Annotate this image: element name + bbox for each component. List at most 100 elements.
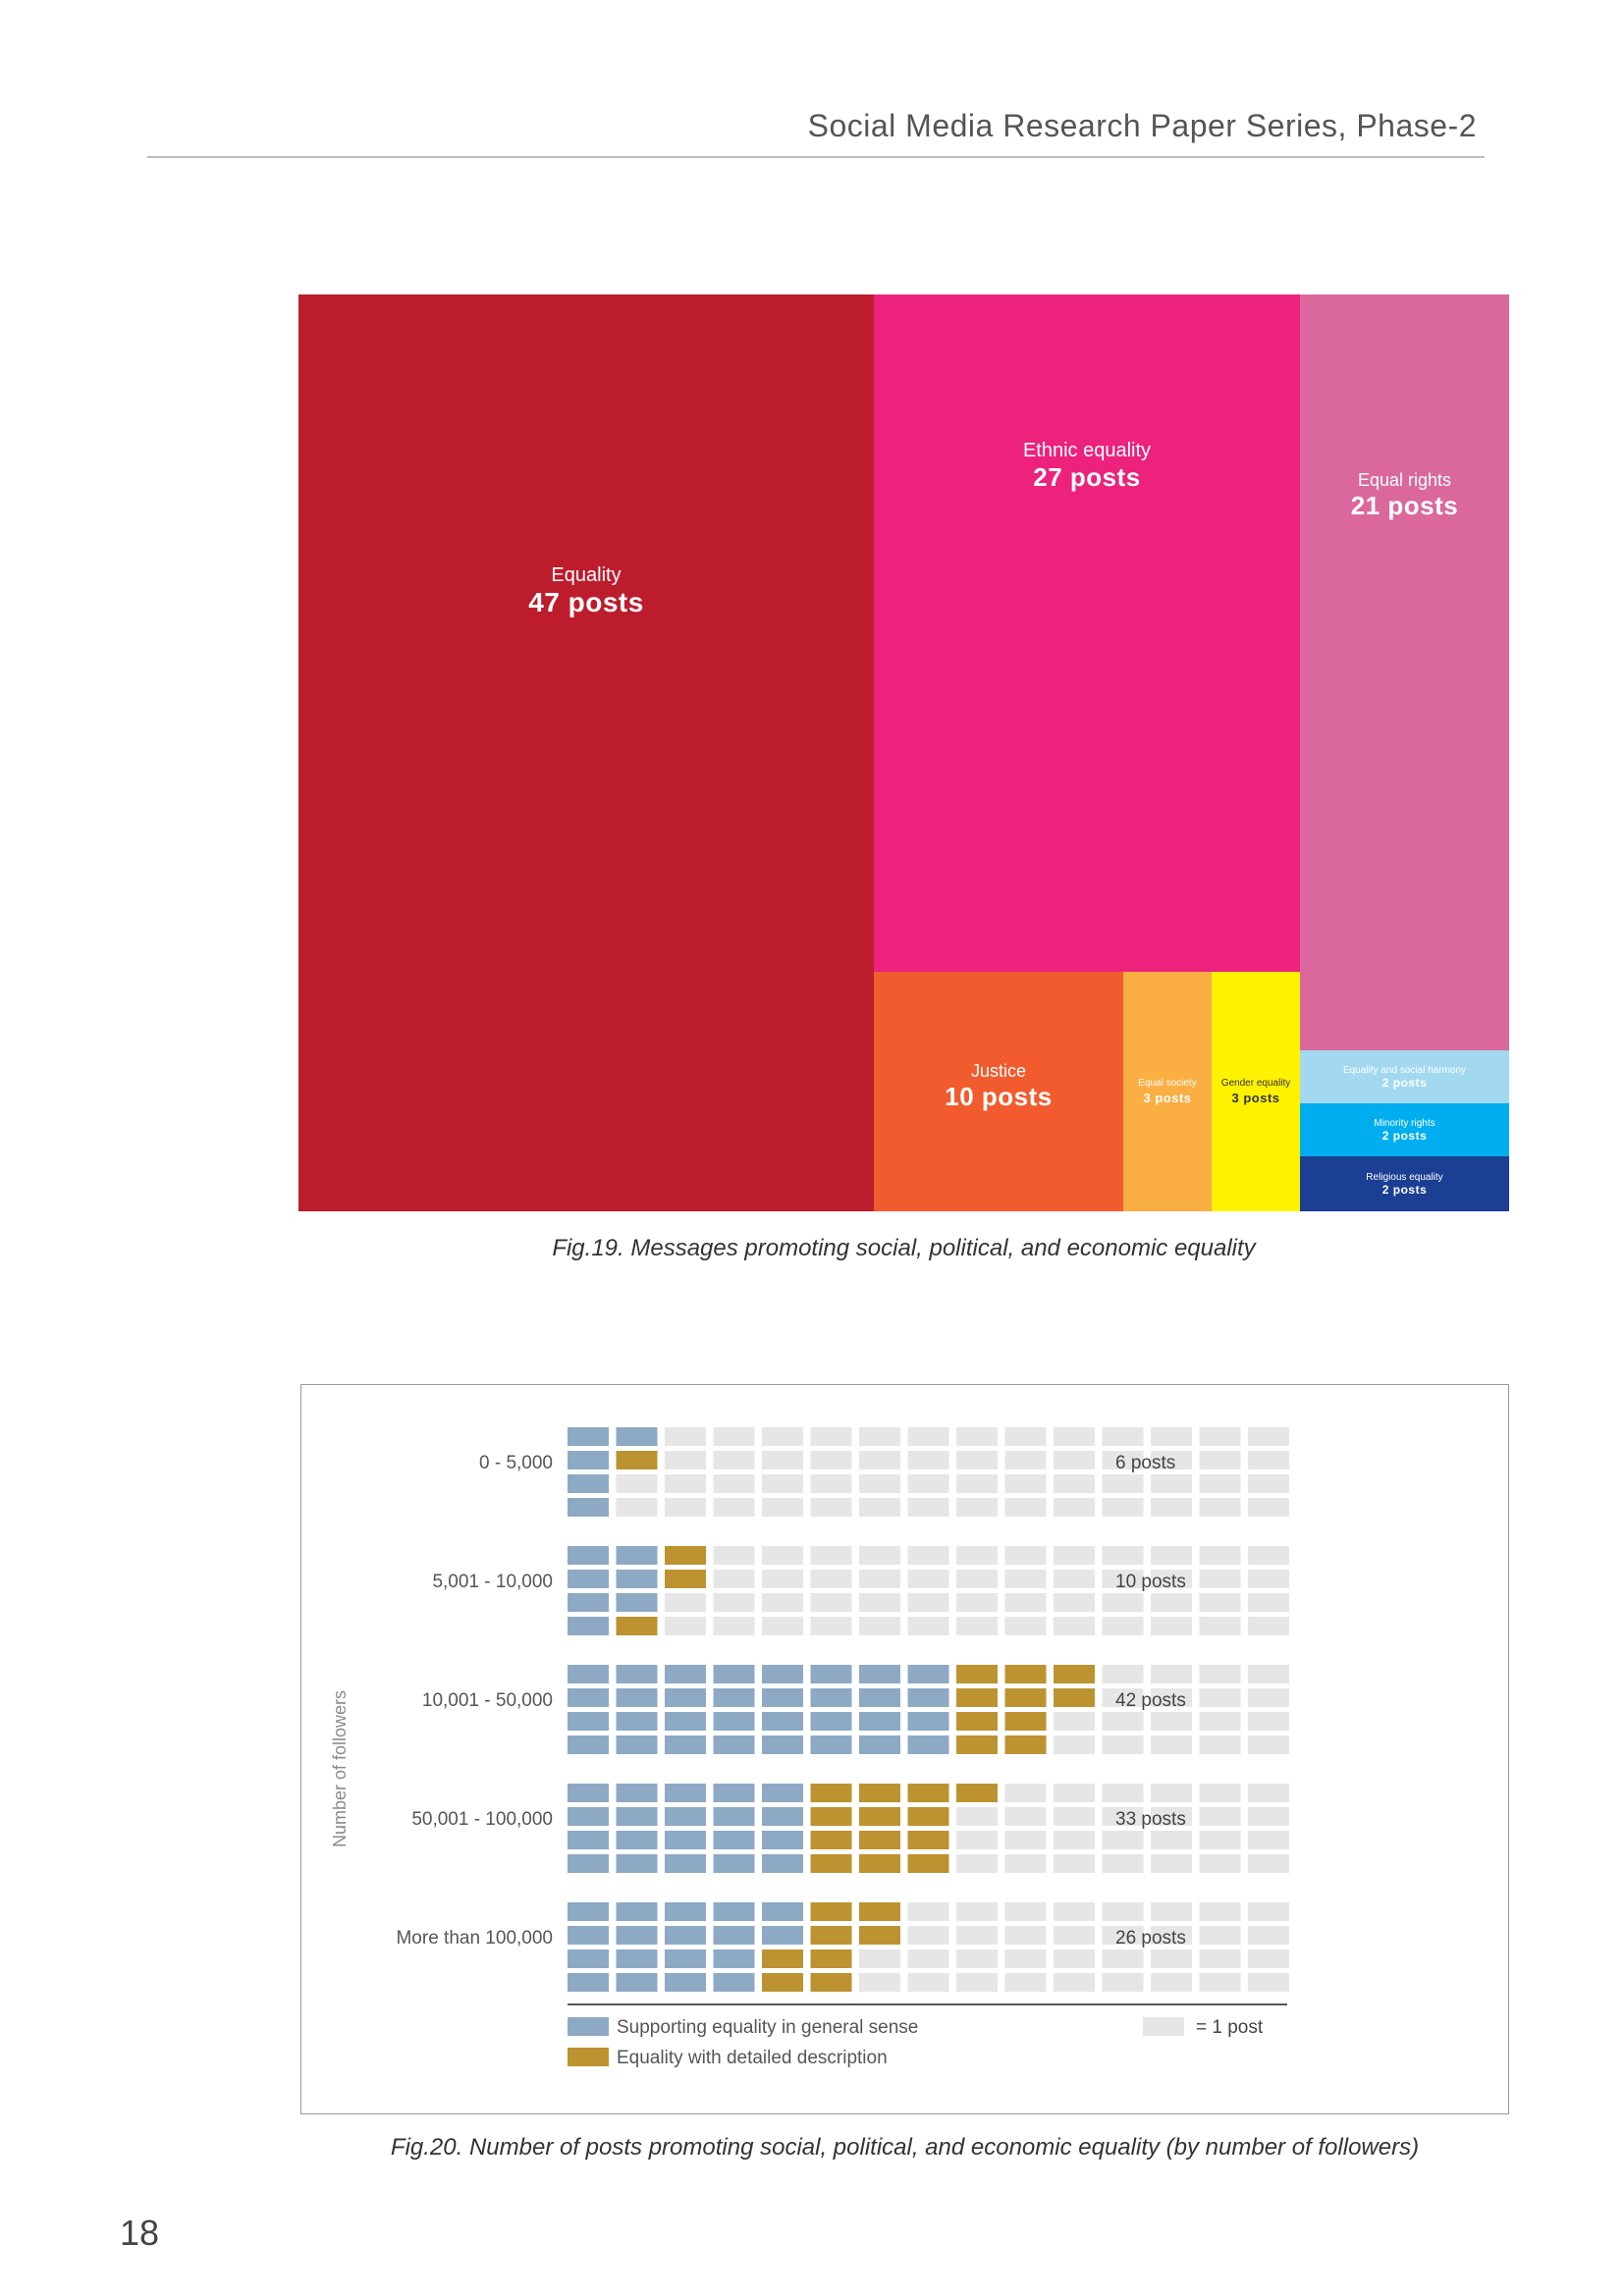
waffle-cell-empty <box>1199 1665 1241 1683</box>
waffle-cell-empty <box>859 1498 900 1517</box>
legend-unit-label: = 1 post <box>1196 2017 1264 2038</box>
waffle-cell-general <box>568 1665 609 1683</box>
waffle-cell-empty <box>1199 1474 1241 1493</box>
waffle-cell-empty <box>956 1807 998 1826</box>
legend-swatch-general <box>568 2017 609 2036</box>
waffle-cell-empty <box>1248 1688 1289 1707</box>
waffle-cell-empty <box>956 1570 998 1588</box>
waffle-cell-empty <box>1054 1735 1095 1754</box>
waffle-cell-empty <box>1054 1854 1095 1873</box>
treemap-cell-label: Minority rights <box>1374 1117 1435 1129</box>
waffle-cell-empty <box>907 1451 949 1469</box>
waffle-cell-general <box>713 1973 755 1992</box>
waffle-cell-empty <box>1102 1784 1144 1802</box>
waffle-cell-empty <box>1102 1546 1144 1565</box>
treemap-cell-religious-equality: Religious equality 2 posts <box>1300 1156 1509 1211</box>
treemap-cell-value: 10 posts <box>945 1082 1053 1111</box>
waffle-cell-general <box>859 1665 900 1683</box>
waffle-cell-empty <box>1248 1474 1289 1493</box>
waffle-cell-empty <box>1102 1807 1144 1826</box>
waffle-cell-empty <box>859 1474 900 1493</box>
waffle-cell-empty <box>956 1474 998 1493</box>
waffle-cell-empty <box>907 1617 949 1635</box>
waffle-cell-empty <box>1151 1498 1192 1517</box>
waffle-cell-general <box>713 1665 755 1683</box>
waffle-cell-general <box>713 1784 755 1802</box>
page-header-title: Social Media Research Paper Series, Phas… <box>807 108 1477 143</box>
waffle-cell-general <box>665 1926 706 1945</box>
waffle-cell-detailed <box>956 1688 998 1707</box>
waffle-cell-empty <box>907 1427 949 1446</box>
waffle-cell-general <box>616 1784 658 1802</box>
category-label: 50,001 - 100,000 <box>411 1809 553 1830</box>
waffle-cell-empty <box>1199 1854 1241 1873</box>
waffle-cell-empty <box>1248 1712 1289 1731</box>
waffle-cell-empty <box>859 1617 900 1635</box>
waffle-cell-detailed <box>859 1807 900 1826</box>
waffle-cell-empty <box>713 1498 755 1517</box>
waffle-cell-general <box>713 1926 755 1945</box>
waffle-cell-general <box>665 1784 706 1802</box>
waffle-cell-empty <box>665 1427 706 1446</box>
waffle-cell-empty <box>907 1593 949 1612</box>
equality-messages-treemap: Equality 47 posts Ethnic equality 27 posts E… <box>298 294 1509 1211</box>
waffle-cell-general <box>616 1688 658 1707</box>
waffle-cell-general <box>568 1735 609 1754</box>
waffle-cell-general <box>762 1902 803 1921</box>
waffle-cell-empty <box>810 1451 852 1469</box>
waffle-cell-empty <box>762 1546 803 1565</box>
waffle-cell-detailed <box>859 1831 900 1849</box>
waffle-cell-empty <box>1248 1451 1289 1469</box>
waffle-cell-general <box>616 1854 658 1873</box>
waffle-cell-empty <box>1004 1617 1047 1635</box>
treemap-cell-label: Equality and social harmony <box>1342 1064 1467 1076</box>
waffle-cell-detailed <box>665 1546 706 1565</box>
waffle-cell-empty <box>859 1570 900 1588</box>
waffle-cell-empty <box>1248 1617 1289 1635</box>
waffle-cell-empty <box>1102 1902 1144 1921</box>
category-label: 0 - 5,000 <box>479 1453 553 1473</box>
waffle-cell-general <box>568 1902 609 1921</box>
waffle-cell-empty <box>1248 1902 1289 1921</box>
treemap-cell-label: Religious equality <box>1366 1171 1443 1183</box>
waffle-cell-general <box>568 1546 609 1565</box>
treemap-cell-value: 47 posts <box>528 586 644 617</box>
waffle-cell-empty <box>859 1427 900 1446</box>
waffle-cell-general <box>616 1926 658 1945</box>
waffle-cell-empty <box>1199 1427 1241 1446</box>
waffle-cell-empty <box>1102 1451 1144 1469</box>
waffle-cell-empty <box>956 1451 998 1469</box>
waffle-cell-general <box>665 1973 706 1992</box>
waffle-cell-general <box>810 1735 852 1754</box>
waffle-cell-detailed <box>810 1854 852 1873</box>
waffle-cell-general <box>665 1735 706 1754</box>
waffle-cell-general <box>616 1831 658 1849</box>
waffle-cell-empty <box>1199 1949 1241 1968</box>
waffle-cell-general <box>762 1735 803 1754</box>
waffle-cell-general <box>713 1712 755 1731</box>
waffle-cell-detailed <box>665 1570 706 1588</box>
waffle-cell-empty <box>956 1902 998 1921</box>
waffle-cell-detailed <box>956 1665 998 1683</box>
waffle-cell-empty <box>810 1498 852 1517</box>
waffle-cell-general <box>810 1665 852 1683</box>
treemap-cell-value: 3 posts <box>1143 1090 1192 1105</box>
waffle-cell-empty <box>1199 1498 1241 1517</box>
waffle-cell-general <box>665 1902 706 1921</box>
waffle-cell-empty <box>1102 1735 1144 1754</box>
waffle-cell-empty <box>810 1570 852 1588</box>
waffle-cell-detailed <box>810 1973 852 1992</box>
waffle-cell-empty <box>1102 1973 1144 1992</box>
waffle-cell-general <box>762 1831 803 1849</box>
waffle-cell-empty <box>665 1617 706 1635</box>
waffle-cell-empty <box>1151 1784 1192 1802</box>
waffle-cell-empty <box>1151 1949 1192 1968</box>
waffle-cell-empty <box>1102 1688 1144 1707</box>
category-label: 10,001 - 50,000 <box>422 1690 553 1711</box>
waffle-cell-empty <box>810 1593 852 1612</box>
waffle-cell-general <box>665 1688 706 1707</box>
waffle-cell-empty <box>1248 1926 1289 1945</box>
treemap-cell-value: 21 posts <box>1350 491 1459 520</box>
waffle-cell-empty <box>713 1546 755 1565</box>
waffle-cell-empty <box>1199 1688 1241 1707</box>
